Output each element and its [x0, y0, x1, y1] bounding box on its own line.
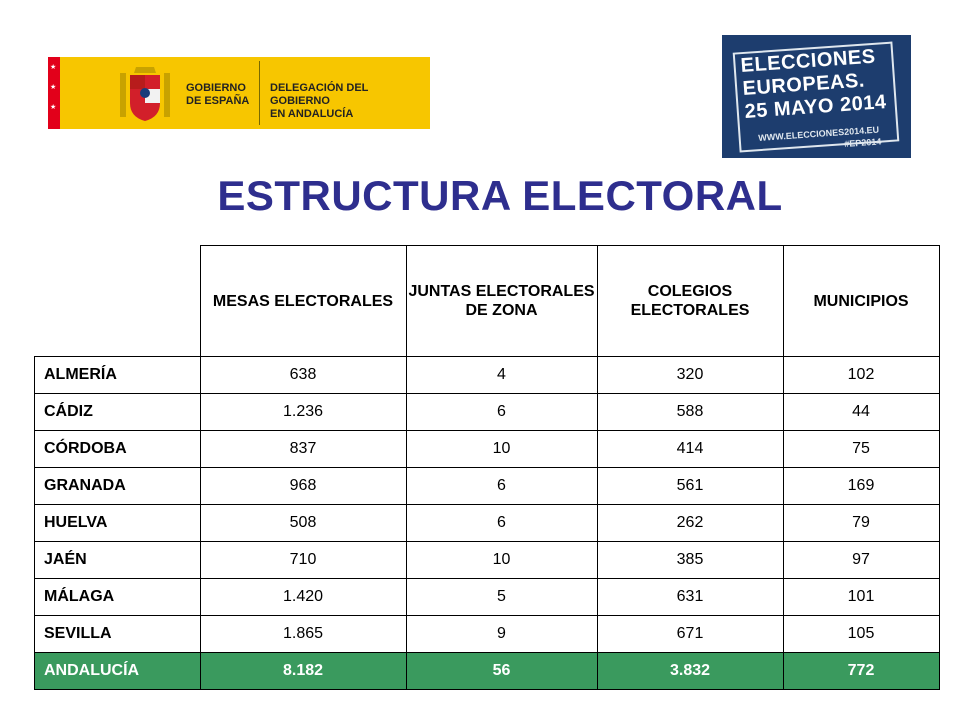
municipios-value: 105 [782, 615, 940, 653]
total-colegios-value: 3.832 [596, 652, 784, 690]
municipios-value: 101 [782, 578, 940, 616]
government-logo: ★ ★ ★ GOBIERNO DE ESPAÑA DELEGACIÓN DEL GO… [48, 57, 430, 129]
juntas-value: 6 [405, 504, 598, 542]
juntas-value: 4 [405, 356, 598, 394]
province-name: ALMERÍA [34, 356, 201, 394]
mesas-value: 638 [199, 356, 407, 394]
mesas-value: 1.865 [199, 615, 407, 653]
mesas-value: 1.236 [199, 393, 407, 431]
table-total-row: ANDALUCÍA 8.182 56 3.832 772 [34, 652, 940, 690]
province-name: CÓRDOBA [34, 430, 201, 468]
juntas-value: 10 [405, 430, 598, 468]
colegios-value: 385 [596, 541, 784, 579]
mesas-value: 1.420 [199, 578, 407, 616]
table-row: JAÉN 710 10 385 97 [34, 541, 940, 579]
total-mesas-value: 8.182 [199, 652, 407, 690]
table-row: CÓRDOBA 837 10 414 75 [34, 430, 940, 468]
table-row: SEVILLA 1.865 9 671 105 [34, 615, 940, 653]
table-row: CÁDIZ 1.236 6 588 44 [34, 393, 940, 431]
table-row: ALMERÍA 638 4 320 102 [34, 356, 940, 394]
colegios-value: 588 [596, 393, 784, 431]
province-name: JAÉN [34, 541, 201, 579]
table-row: GRANADA 968 6 561 169 [34, 467, 940, 505]
page-title: ESTRUCTURA ELECTORAL [217, 172, 783, 219]
header-mesas: MESAS ELECTORALES [199, 245, 407, 357]
delegation-name: DELEGACIÓN DEL GOBIERNO EN ANDALUCÍA [270, 82, 369, 120]
municipios-value: 79 [782, 504, 940, 542]
juntas-value: 6 [405, 467, 598, 505]
municipios-value: 44 [782, 393, 940, 431]
juntas-value: 5 [405, 578, 598, 616]
province-name: SEVILLA [34, 615, 201, 653]
coat-of-arms-icon [120, 67, 170, 121]
table-row: HUELVA 508 6 262 79 [34, 504, 940, 542]
mesas-value: 508 [199, 504, 407, 542]
colegios-value: 631 [596, 578, 784, 616]
mesas-value: 710 [199, 541, 407, 579]
province-name: GRANADA [34, 467, 201, 505]
badge-hashtag: #EP2014 [844, 136, 882, 149]
colegios-value: 262 [596, 504, 784, 542]
juntas-value: 9 [405, 615, 598, 653]
header-juntas: JUNTAS ELECTORALES DE ZONA [405, 245, 598, 357]
province-name: HUELVA [34, 504, 201, 542]
total-juntas-value: 56 [405, 652, 598, 690]
electoral-structure-table: MESAS ELECTORALES JUNTAS ELECTORALES DE … [34, 245, 940, 690]
header-municipios: MUNICIPIOS [782, 245, 940, 357]
colegios-value: 414 [596, 430, 784, 468]
gov-name: GOBIERNO DE ESPAÑA [186, 82, 250, 107]
header-empty-cell [34, 245, 201, 357]
municipios-value: 102 [782, 356, 940, 394]
european-elections-badge: ELECCIONES EUROPEAS. 25 MAYO 2014 WWW.EL… [722, 35, 911, 158]
juntas-value: 6 [405, 393, 598, 431]
table-row: MÁLAGA 1.420 5 631 101 [34, 578, 940, 616]
province-name: MÁLAGA [34, 578, 201, 616]
total-municipios-value: 772 [782, 652, 940, 690]
colegios-value: 561 [596, 467, 784, 505]
colegios-value: 671 [596, 615, 784, 653]
municipios-value: 97 [782, 541, 940, 579]
flag-stripe [48, 57, 60, 129]
province-name: CÁDIZ [34, 393, 201, 431]
header-colegios: COLEGIOS ELECTORALES [596, 245, 784, 357]
mesas-value: 837 [199, 430, 407, 468]
municipios-value: 75 [782, 430, 940, 468]
colegios-value: 320 [596, 356, 784, 394]
total-name: ANDALUCÍA [34, 652, 201, 690]
logo-divider [259, 61, 260, 125]
municipios-value: 169 [782, 467, 940, 505]
table-header-row: MESAS ELECTORALES JUNTAS ELECTORALES DE … [34, 245, 940, 357]
juntas-value: 10 [405, 541, 598, 579]
mesas-value: 968 [199, 467, 407, 505]
